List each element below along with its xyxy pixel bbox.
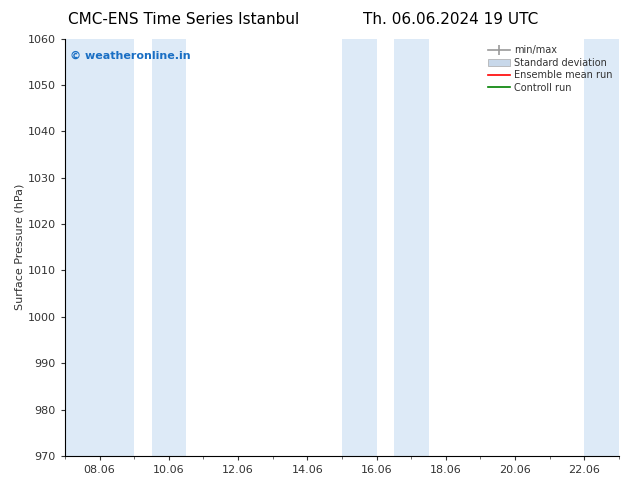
- Text: © weatheronline.in: © weatheronline.in: [70, 51, 191, 61]
- Legend: min/max, Standard deviation, Ensemble mean run, Controll run: min/max, Standard deviation, Ensemble me…: [486, 44, 614, 95]
- Bar: [152, 39, 186, 456]
- Bar: [342, 39, 377, 456]
- Title: CMC-ENS Time Series Istanbul      Th. 06.06.2024 19 UTC: CMC-ENS Time Series Istanbul Th. 06.06.2…: [0, 489, 1, 490]
- Bar: [585, 39, 619, 456]
- Text: Th. 06.06.2024 19 UTC: Th. 06.06.2024 19 UTC: [363, 12, 538, 27]
- Bar: [394, 39, 429, 456]
- Y-axis label: Surface Pressure (hPa): Surface Pressure (hPa): [15, 184, 25, 311]
- Bar: [65, 39, 134, 456]
- Text: CMC-ENS Time Series Istanbul: CMC-ENS Time Series Istanbul: [68, 12, 299, 27]
